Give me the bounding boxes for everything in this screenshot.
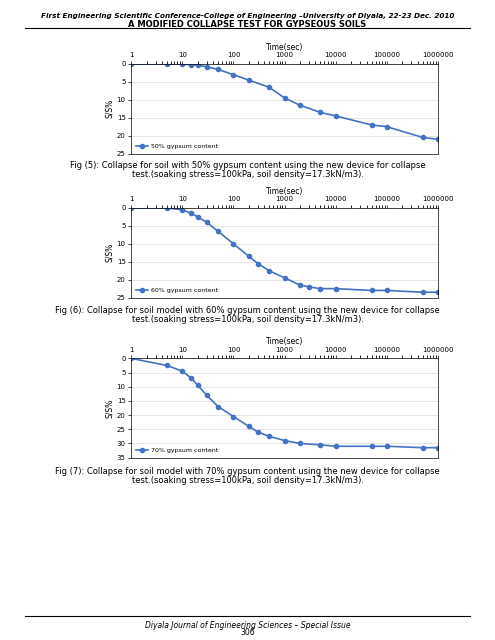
70% gypsum content: [204, 392, 210, 399]
Line: 70% gypsum content: 70% gypsum content: [129, 356, 440, 450]
60% gypsum content: [215, 227, 221, 235]
50% gypsum content: [266, 83, 272, 91]
60% gypsum content: [384, 287, 390, 294]
50% gypsum content: [246, 76, 252, 84]
60% gypsum content: [189, 209, 195, 217]
50% gypsum content: [282, 94, 288, 102]
Text: test.(soaking stress=100kPa, soil density=17.3kN/m3).: test.(soaking stress=100kPa, soil densit…: [132, 315, 363, 324]
Legend: 60% gypsum content: 60% gypsum content: [134, 287, 219, 294]
70% gypsum content: [195, 381, 200, 389]
60% gypsum content: [204, 218, 210, 226]
60% gypsum content: [317, 285, 323, 292]
50% gypsum content: [179, 60, 185, 68]
50% gypsum content: [420, 134, 426, 141]
70% gypsum content: [317, 441, 323, 449]
60% gypsum content: [255, 260, 261, 268]
70% gypsum content: [369, 442, 375, 450]
50% gypsum content: [204, 63, 210, 70]
60% gypsum content: [195, 213, 200, 221]
60% gypsum content: [164, 204, 170, 212]
60% gypsum content: [128, 204, 134, 212]
Line: 50% gypsum content: 50% gypsum content: [129, 62, 440, 141]
Y-axis label: S/S%: S/S%: [105, 398, 114, 418]
70% gypsum content: [255, 428, 261, 436]
50% gypsum content: [164, 60, 170, 68]
60% gypsum content: [369, 287, 375, 294]
70% gypsum content: [164, 362, 170, 369]
60% gypsum content: [231, 240, 237, 248]
70% gypsum content: [246, 422, 252, 430]
50% gypsum content: [297, 101, 303, 109]
50% gypsum content: [128, 60, 134, 68]
Text: 306: 306: [240, 628, 255, 637]
Legend: 50% gypsum content: 50% gypsum content: [134, 143, 219, 150]
Text: test.(soaking stress=100kPa, soil density=17.3kN/m3).: test.(soaking stress=100kPa, soil densit…: [132, 170, 363, 179]
X-axis label: Time(sec): Time(sec): [266, 187, 303, 196]
Text: A MODIFIED COLLAPSE TEST FOR GYPSEOUS SOILS: A MODIFIED COLLAPSE TEST FOR GYPSEOUS SO…: [128, 20, 367, 29]
70% gypsum content: [231, 413, 237, 420]
Text: Fig (6): Collapse for soil model with 60% gypsum content using the new device fo: Fig (6): Collapse for soil model with 60…: [55, 306, 440, 315]
70% gypsum content: [420, 444, 426, 452]
70% gypsum content: [189, 374, 195, 382]
Text: Fig (5): Collapse for soil with 50% gypsum content using the new device for coll: Fig (5): Collapse for soil with 50% gyps…: [70, 161, 425, 170]
70% gypsum content: [435, 444, 441, 452]
Legend: 70% gypsum content: 70% gypsum content: [134, 447, 219, 454]
Y-axis label: S/S%: S/S%: [105, 99, 114, 118]
70% gypsum content: [384, 442, 390, 450]
60% gypsum content: [179, 206, 185, 214]
70% gypsum content: [215, 403, 221, 410]
Text: Fig (7): Collapse for soil model with 70% gypsum content using the new device fo: Fig (7): Collapse for soil model with 70…: [55, 467, 440, 476]
60% gypsum content: [266, 267, 272, 275]
60% gypsum content: [297, 281, 303, 289]
X-axis label: Time(sec): Time(sec): [266, 337, 303, 346]
Y-axis label: S/S%: S/S%: [105, 243, 114, 262]
60% gypsum content: [333, 285, 339, 292]
60% gypsum content: [306, 283, 312, 291]
50% gypsum content: [435, 136, 441, 143]
70% gypsum content: [282, 436, 288, 444]
50% gypsum content: [231, 71, 237, 79]
50% gypsum content: [317, 109, 323, 116]
70% gypsum content: [333, 442, 339, 450]
60% gypsum content: [282, 274, 288, 282]
60% gypsum content: [246, 253, 252, 260]
50% gypsum content: [333, 112, 339, 120]
70% gypsum content: [128, 355, 134, 362]
50% gypsum content: [189, 61, 195, 68]
X-axis label: Time(sec): Time(sec): [266, 43, 303, 52]
Text: Diyala Journal of Engineering Sciences – Special Issue: Diyala Journal of Engineering Sciences –…: [145, 621, 350, 630]
Text: test.(soaking stress=100kPa, soil density=17.3kN/m3).: test.(soaking stress=100kPa, soil densit…: [132, 476, 363, 485]
50% gypsum content: [384, 123, 390, 131]
60% gypsum content: [435, 289, 441, 296]
50% gypsum content: [215, 65, 221, 73]
70% gypsum content: [179, 367, 185, 375]
60% gypsum content: [420, 289, 426, 296]
50% gypsum content: [195, 61, 200, 69]
Line: 60% gypsum content: 60% gypsum content: [129, 206, 440, 294]
50% gypsum content: [369, 121, 375, 129]
70% gypsum content: [297, 440, 303, 447]
70% gypsum content: [266, 433, 272, 440]
Text: First Engineering Scientific Conference-College of Engineering –University of Di: First Engineering Scientific Conference-…: [41, 13, 454, 19]
